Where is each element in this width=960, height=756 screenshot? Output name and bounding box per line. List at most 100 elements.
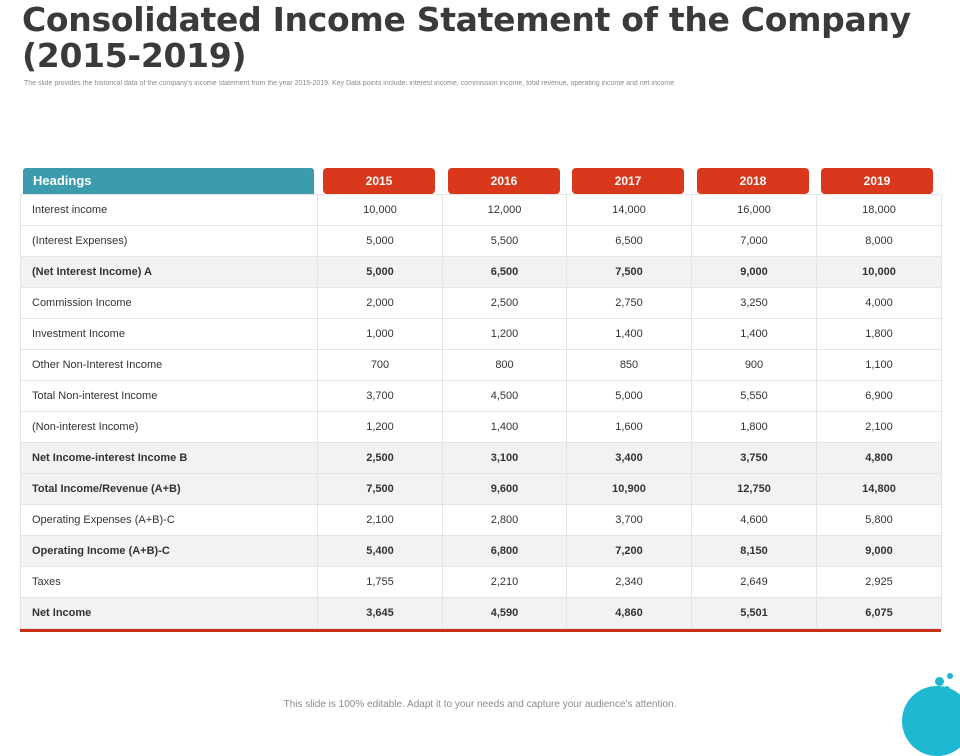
cell-2019: 9,000 [816,535,942,567]
cell-2017: 14,000 [566,194,692,226]
row-label: Total Non-interest Income [20,380,318,412]
row-label: Taxes [20,566,318,598]
row-label: Investment Income [20,318,318,350]
cell-2018: 7,000 [691,225,817,257]
cell-2018: 3,250 [691,287,817,319]
cell-2018: 1,800 [691,411,817,443]
header-year-2015: 2015 [323,168,435,194]
cell-2017: 4,860 [566,597,692,629]
cell-2018: 1,400 [691,318,817,350]
cell-2016: 9,600 [442,473,567,505]
cell-2019: 5,800 [816,504,942,536]
row-label: Operating Expenses (A+B)-C [20,504,318,536]
row-label: (Net Interest Income) A [20,256,318,288]
cell-2017: 1,600 [566,411,692,443]
header-year-2016: 2016 [448,168,560,194]
cell-2019: 14,800 [816,473,942,505]
cell-2015: 1,200 [317,411,443,443]
cell-2016: 3,100 [442,442,567,474]
cell-2015: 10,000 [317,194,443,226]
cell-2016: 6,800 [442,535,567,567]
cell-2018: 5,550 [691,380,817,412]
cell-2015: 2,000 [317,287,443,319]
cell-2017: 2,340 [566,566,692,598]
cell-2015: 5,400 [317,535,443,567]
cell-2017: 2,750 [566,287,692,319]
cell-2016: 2,800 [442,504,567,536]
cell-2017: 1,400 [566,318,692,350]
cell-2017: 850 [566,349,692,381]
cell-2015: 700 [317,349,443,381]
footer-note: This slide is 100% editable. Adapt it to… [283,699,677,710]
cell-2016: 6,500 [442,256,567,288]
table-bottom-accent-line [20,629,941,632]
cell-2019: 4,800 [816,442,942,474]
cell-2017: 6,500 [566,225,692,257]
cell-2017: 7,200 [566,535,692,567]
table-row: Net Income-interest Income B 2,500 3,100 3,… [20,442,942,474]
cell-2018: 8,150 [691,535,817,567]
cell-2018: 2,649 [691,566,817,598]
cell-2016: 1,200 [442,318,567,350]
header-year-2018: 2018 [697,168,809,194]
table-row: Net Income 3,645 4,590 4,860 5,501 6,075 [20,597,942,629]
header-year-2019: 2019 [821,168,933,194]
cell-2018: 4,600 [691,504,817,536]
header-year-2017: 2017 [572,168,684,194]
cell-2019: 2,925 [816,566,942,598]
table-body: Interest income 10,000 12,000 14,000 16,000 1… [20,194,942,629]
cell-2016: 2,500 [442,287,567,319]
cell-2016: 4,590 [442,597,567,629]
cell-2015: 3,645 [317,597,443,629]
cell-2015: 2,100 [317,504,443,536]
cell-2018: 5,501 [691,597,817,629]
cell-2019: 6,075 [816,597,942,629]
row-label: Operating Income (A+B)-C [20,535,318,567]
cell-2019: 6,900 [816,380,942,412]
cell-2015: 5,000 [317,256,443,288]
cell-2017: 7,500 [566,256,692,288]
row-label: Interest income [20,194,318,226]
row-label: (Non-interest Income) [20,411,318,443]
cell-2015: 2,500 [317,442,443,474]
cell-2015: 1,755 [317,566,443,598]
cell-2015: 5,000 [317,225,443,257]
cell-2019: 2,100 [816,411,942,443]
row-label: Net Income [20,597,318,629]
cell-2016: 12,000 [442,194,567,226]
cell-2015: 1,000 [317,318,443,350]
cell-2016: 1,400 [442,411,567,443]
table-row: (Non-interest Income) 1,200 1,400 1,600 1,80… [20,411,942,443]
row-label: (Interest Expenses) [20,225,318,257]
cell-2018: 3,750 [691,442,817,474]
cell-2019: 1,800 [816,318,942,350]
table-row: Interest income 10,000 12,000 14,000 16,000 1… [20,194,942,226]
table-row: (Net Interest Income) A 5,000 6,500 7,500 9,… [20,256,942,288]
table-row: Other Non-Interest Income 700 800 850 900 1,1… [20,349,942,381]
row-label: Commission Income [20,287,318,319]
cell-2017: 3,400 [566,442,692,474]
cell-2017: 10,900 [566,473,692,505]
cell-2016: 4,500 [442,380,567,412]
row-label: Other Non-Interest Income [20,349,318,381]
cell-2019: 1,100 [816,349,942,381]
table-row: Operating Income (A+B)-C 5,400 6,800 7,200 8… [20,535,942,567]
table-row: Total Non-interest Income 3,700 4,500 5,000… [20,380,942,412]
decorative-circle-large [902,686,960,756]
cell-2019: 4,000 [816,287,942,319]
cell-2018: 12,750 [691,473,817,505]
cell-2016: 2,210 [442,566,567,598]
row-label: Net Income-interest Income B [20,442,318,474]
table-row: Investment Income 1,000 1,200 1,400 1,400 1,8… [20,318,942,350]
table-row: Operating Expenses (A+B)-C 2,100 2,800 3,70… [20,504,942,536]
cell-2019: 10,000 [816,256,942,288]
cell-2018: 16,000 [691,194,817,226]
cell-2015: 3,700 [317,380,443,412]
income-statement-table: Headings 2015 2016 2017 2018 2019 Intere… [20,168,942,632]
cell-2016: 800 [442,349,567,381]
table-row: Taxes 1,755 2,210 2,340 2,649 2,925 [20,566,942,598]
decorative-dot-small [947,673,953,679]
table-row: Total Income/Revenue (A+B) 7,500 9,600 10,9… [20,473,942,505]
cell-2019: 8,000 [816,225,942,257]
header-headings: Headings [23,168,314,194]
